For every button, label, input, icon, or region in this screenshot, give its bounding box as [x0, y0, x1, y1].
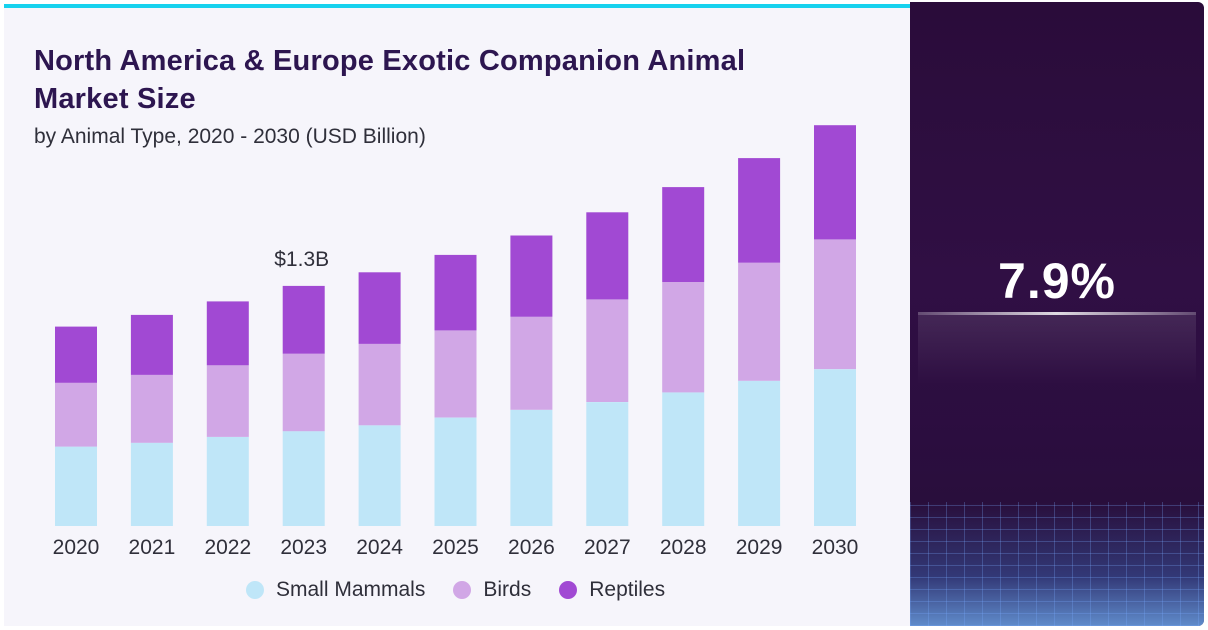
bar-birds-2020 [55, 382, 97, 447]
bar-small-mammals-2030 [814, 369, 856, 526]
x-tick-label-2029: 2029 [736, 536, 783, 559]
legend-label-reptiles: Reptiles [589, 578, 666, 601]
legend-swatch-small-mammals [246, 581, 264, 599]
cagr-divider [918, 312, 1196, 315]
bar-birds-2027 [586, 299, 629, 402]
bar-reptiles-2021 [130, 314, 173, 375]
bar-small-mammals-2026 [510, 409, 553, 526]
grid-floor-graphic [910, 502, 1204, 626]
bar-small-mammals-2022 [206, 436, 249, 526]
bar-reptiles-2025 [434, 254, 477, 331]
bar-small-mammals-2021 [130, 442, 173, 526]
bar-small-mammals-2027 [586, 402, 629, 526]
chart-subtitle: by Animal Type, 2020 - 2030 (USD Billion… [34, 125, 426, 148]
bar-birds-2024 [358, 344, 401, 426]
chart-legend: Small Mammals Birds Reptiles [246, 576, 665, 604]
bar-reptiles-2027 [586, 212, 629, 300]
x-tick-label-2028: 2028 [660, 536, 707, 559]
x-tick-label-2022: 2022 [204, 536, 251, 559]
x-tick-label-2025: 2025 [432, 536, 479, 559]
bar-small-mammals-2029 [738, 380, 781, 526]
x-tick-label-2027: 2027 [584, 536, 631, 559]
bar-reptiles-2022 [206, 301, 249, 366]
bar-birds-2029 [738, 262, 781, 381]
x-tick-label-2023: 2023 [280, 536, 327, 559]
bar-small-mammals-2025 [434, 417, 477, 526]
bar-birds-2028 [662, 282, 705, 393]
bar-reptiles-2020 [55, 326, 97, 383]
legend-item-reptiles: Reptiles [559, 578, 665, 602]
bar-birds-2021 [130, 375, 173, 443]
chart-title: North America & Europe Exotic Companion … [34, 45, 746, 115]
legend-label-small-mammals: Small Mammals [276, 578, 426, 601]
bar-birds-2022 [206, 365, 249, 437]
bar-reptiles-2026 [510, 235, 553, 317]
cagr-glow [918, 315, 1196, 385]
bar-birds-2025 [434, 330, 477, 418]
legend-item-birds: Birds [453, 578, 531, 602]
bar-birds-2026 [510, 316, 553, 410]
bar-small-mammals-2020 [55, 446, 97, 526]
bar-reptiles-2028 [662, 187, 705, 282]
bar-birds-2023 [282, 353, 325, 432]
x-tick-label-2024: 2024 [356, 536, 403, 559]
x-tick-label-2021: 2021 [129, 536, 176, 559]
cagr-value: 7.9% [998, 253, 1116, 309]
bar-birds-2030 [814, 239, 856, 370]
x-tick-label-2030: 2030 [812, 536, 859, 559]
bar-reptiles-2024 [358, 272, 401, 344]
bar-small-mammals-2024 [358, 425, 401, 526]
data-label-2023: $1.3B [274, 248, 329, 271]
bar-reptiles-2030 [814, 125, 856, 240]
legend-swatch-reptiles [559, 581, 578, 599]
bar-reptiles-2029 [738, 158, 781, 263]
legend-label-birds: Birds [483, 578, 532, 601]
legend-swatch-birds [453, 581, 472, 599]
bar-reptiles-2023 [282, 285, 325, 354]
bar-small-mammals-2023 [282, 431, 325, 526]
x-tick-label-2026: 2026 [508, 536, 555, 559]
x-tick-label-2020: 2020 [53, 536, 100, 559]
cagr-panel: 7.9% [910, 2, 1204, 626]
bar-small-mammals-2028 [662, 392, 705, 526]
legend-item-small-mammals: Small Mammals [246, 578, 425, 602]
